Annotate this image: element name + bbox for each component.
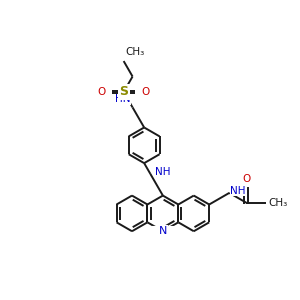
Text: CH₃: CH₃ [268, 198, 287, 208]
Text: O: O [97, 87, 106, 97]
Text: O: O [142, 87, 150, 97]
Text: NH: NH [230, 186, 246, 196]
Text: N: N [159, 226, 167, 236]
Text: O: O [242, 174, 250, 184]
Text: HN: HN [115, 94, 130, 104]
Text: S: S [119, 85, 128, 98]
Text: CH₃: CH₃ [126, 47, 145, 57]
Text: NH: NH [155, 167, 171, 177]
